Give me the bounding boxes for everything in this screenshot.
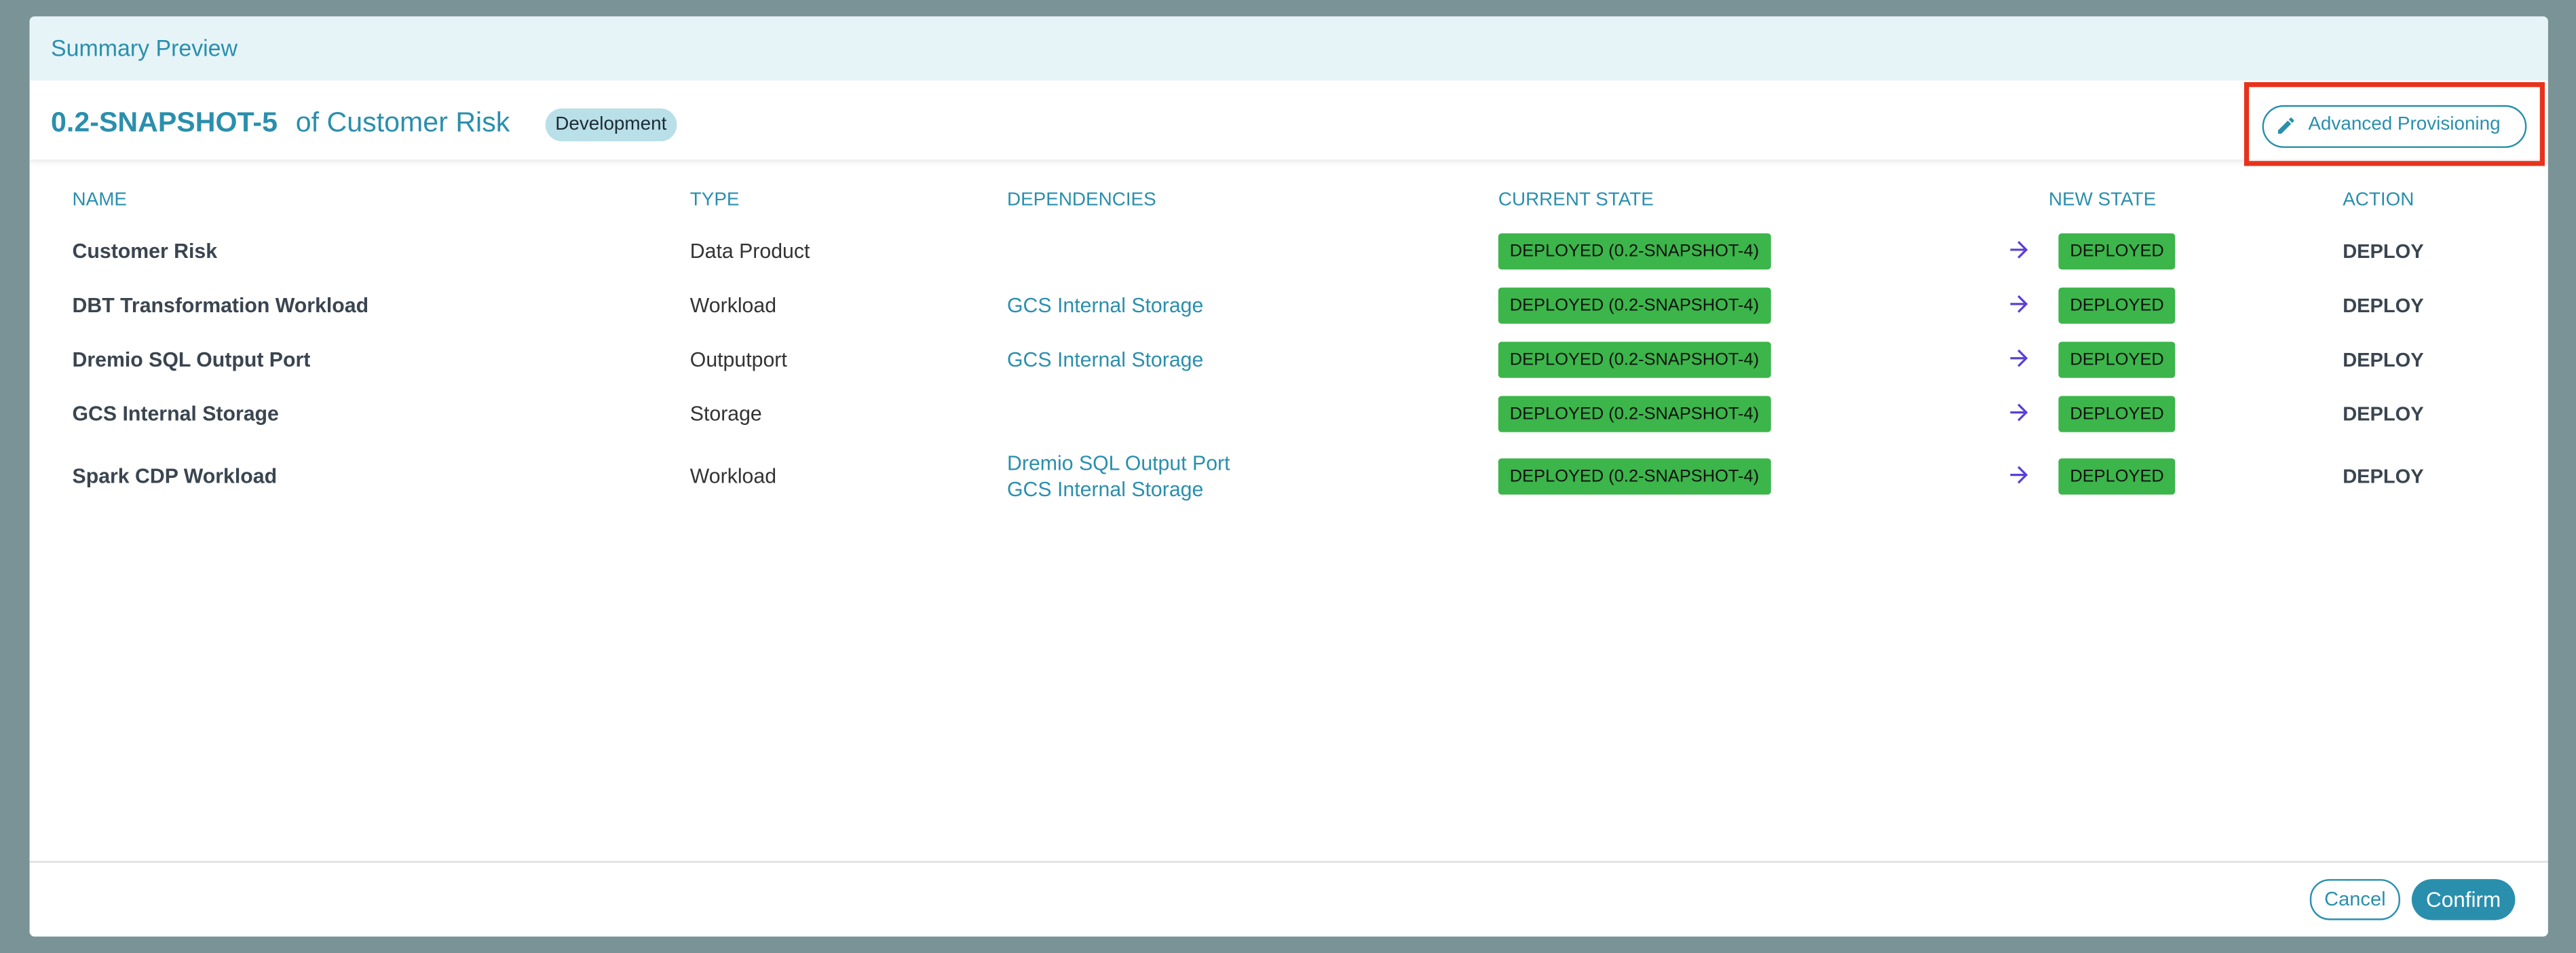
title-text: of Customer Risk <box>295 107 510 138</box>
highlight-box <box>2243 82 2545 166</box>
row-action: DEPLOY <box>2343 348 2424 372</box>
arrow <box>2006 345 2032 376</box>
modal-title: Summary Preview <box>51 34 238 61</box>
row-type: Outputport <box>689 348 787 372</box>
title-row: 0.2-SNAPSHOT-5 of Customer Risk Developm… <box>30 81 2548 160</box>
dependency-link: Dremio SQL Output Port <box>1007 451 1230 475</box>
column-header: NEW STATE <box>2048 190 2157 210</box>
dependency-link: GCS Internal Storage <box>1007 478 1204 502</box>
environment-badge: Development <box>545 108 677 142</box>
arrow-icon <box>2010 466 2028 484</box>
arrow-icon <box>2010 349 2028 367</box>
arrow <box>2006 291 2032 322</box>
new-state-badge: DEPLOYED <box>2058 341 2176 378</box>
row-name: Spark CDP Workload <box>72 465 278 488</box>
new-state-badge: DEPLOYED <box>2058 458 2176 495</box>
arrow <box>2006 237 2032 268</box>
current-state-badge: DEPLOYED (0.2-SNAPSHOT-4) <box>1498 458 1771 495</box>
row-name: Dremio SQL Output Port <box>72 348 311 372</box>
row-type: Storage <box>689 403 762 426</box>
dependency-link: GCS Internal Storage <box>1007 294 1204 318</box>
row-action: DEPLOY <box>2343 240 2424 263</box>
modal: Summary Preview 0.2-SNAPSHOT-5 of Custom… <box>29 16 2548 937</box>
current-state-badge: DEPLOYED (0.2-SNAPSHOT-4) <box>1498 396 1771 432</box>
column-header: ACTION <box>2343 190 2414 210</box>
new-state-badge: DEPLOYED <box>2058 287 2176 324</box>
new-state-badge: DEPLOYED <box>2058 233 2176 269</box>
version: 0.2-SNAPSHOT-5 <box>51 107 278 138</box>
row-action: DEPLOY <box>2343 465 2424 488</box>
footer-divider <box>29 861 2548 863</box>
row-name: DBT Transformation Workload <box>72 294 369 318</box>
column-header: DEPENDENCIES <box>1007 190 1156 210</box>
dependency-link: GCS Internal Storage <box>1007 348 1204 372</box>
cancel-button[interactable]: Cancel <box>2309 879 2400 920</box>
arrow-icon <box>2010 403 2028 422</box>
column-header: TYPE <box>689 190 740 210</box>
row-name: Customer Risk <box>72 240 218 263</box>
current-state-badge: DEPLOYED (0.2-SNAPSHOT-4) <box>1498 341 1771 378</box>
current-state-badge: DEPLOYED (0.2-SNAPSHOT-4) <box>1498 287 1771 324</box>
row-action: DEPLOY <box>2343 294 2424 318</box>
current-state-badge: DEPLOYED (0.2-SNAPSHOT-4) <box>1498 233 1771 269</box>
confirm-button[interactable]: Confirm <box>2411 879 2516 920</box>
modal-header: Summary Preview <box>29 16 2548 81</box>
column-header: CURRENT STATE <box>1498 190 1654 210</box>
row-type: Workload <box>689 465 777 488</box>
advanced-provisioning-button[interactable]: Advanced Provisioning <box>2262 105 2527 148</box>
row-type: Data Product <box>689 240 810 263</box>
button-label: Advanced Provisioning <box>2308 115 2501 135</box>
arrow-icon <box>2010 241 2028 259</box>
row-name: GCS Internal Storage <box>72 403 279 426</box>
edit-icon <box>2277 117 2294 134</box>
new-state-badge: DEPLOYED <box>2058 396 2176 432</box>
arrow <box>2006 462 2032 493</box>
column-header: NAME <box>72 190 127 210</box>
row-action: DEPLOY <box>2343 403 2424 426</box>
arrow <box>2006 399 2032 430</box>
row-type: Workload <box>689 294 777 318</box>
arrow-icon <box>2010 295 2028 313</box>
